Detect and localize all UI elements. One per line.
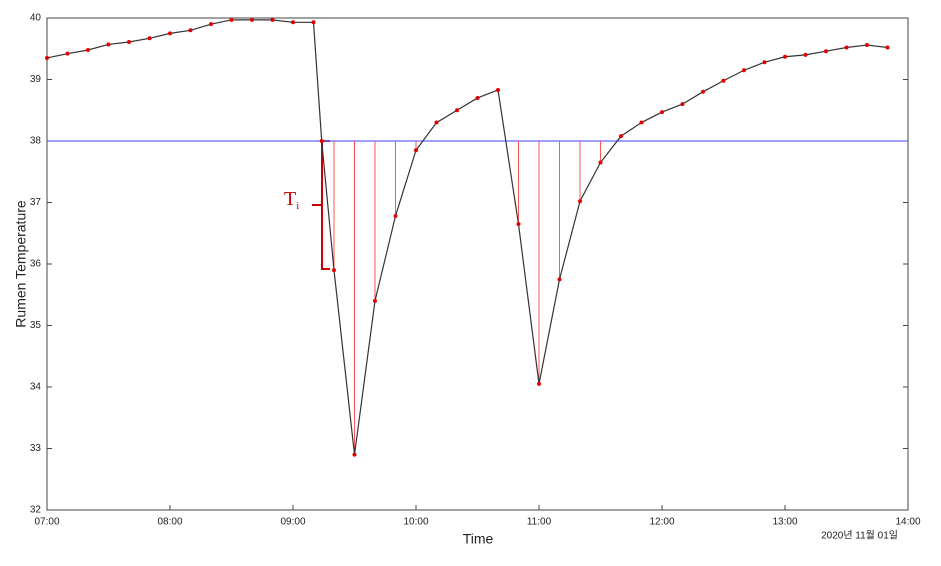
point [311, 20, 316, 25]
point [291, 20, 295, 25]
point [147, 36, 152, 41]
point [414, 148, 418, 153]
point [885, 45, 890, 50]
point [352, 452, 357, 457]
series-line [46, 19, 888, 455]
plot-frame [46, 17, 909, 511]
point [229, 17, 234, 22]
annotation: Ti [284, 188, 299, 212]
point [250, 17, 254, 22]
point [475, 95, 480, 100]
x-tick-label: 14:00 [895, 517, 920, 528]
point [537, 381, 541, 386]
point [45, 55, 49, 60]
point [516, 222, 521, 227]
point [680, 102, 685, 107]
point [332, 268, 336, 273]
x-axis-label: Time [463, 531, 494, 547]
point [639, 120, 644, 125]
y-tick-label: 39 [30, 74, 42, 85]
point [619, 134, 623, 139]
point [434, 120, 439, 125]
point [701, 89, 705, 94]
y-tick-label: 34 [30, 382, 42, 393]
point [844, 45, 849, 50]
y-tick-label: 35 [30, 320, 42, 331]
point [803, 52, 808, 57]
point [270, 17, 275, 22]
y-tick-label: 33 [30, 443, 42, 454]
x-tick-label: 11:00 [527, 517, 552, 528]
y-tick-label: 37 [30, 197, 42, 208]
point [598, 160, 603, 165]
point [783, 54, 787, 59]
point [557, 277, 562, 282]
point [127, 39, 131, 44]
point [393, 214, 398, 219]
point [209, 22, 213, 27]
point [106, 42, 111, 47]
x-tick-label: 08:00 [157, 517, 182, 528]
x-tick-label: 12:00 [649, 517, 674, 528]
y-tick-label: 40 [30, 13, 42, 24]
x-tick-label: 07:00 [34, 517, 59, 528]
point [865, 43, 869, 48]
point [721, 78, 726, 83]
point [65, 51, 70, 56]
y-tick-label: 32 [30, 505, 42, 516]
point [373, 298, 377, 303]
y-axis-label: Rumen Temperature [13, 200, 29, 328]
date-label: 2020년 11월 01일 [821, 530, 898, 542]
x-tick-label: 10:00 [403, 517, 428, 528]
point [578, 199, 582, 204]
y-tick-label: 38 [30, 136, 42, 147]
point [455, 108, 459, 113]
point [824, 49, 828, 54]
point [319, 139, 324, 143]
point [742, 68, 746, 73]
point [168, 31, 172, 36]
x-tick-label: 13:00 [772, 517, 797, 528]
y-tick-label: 36 [30, 259, 42, 270]
point [496, 87, 500, 92]
point [188, 28, 193, 33]
point [660, 110, 664, 115]
point [762, 60, 767, 65]
x-tick-label: 09:00 [280, 517, 305, 528]
point [86, 47, 90, 52]
